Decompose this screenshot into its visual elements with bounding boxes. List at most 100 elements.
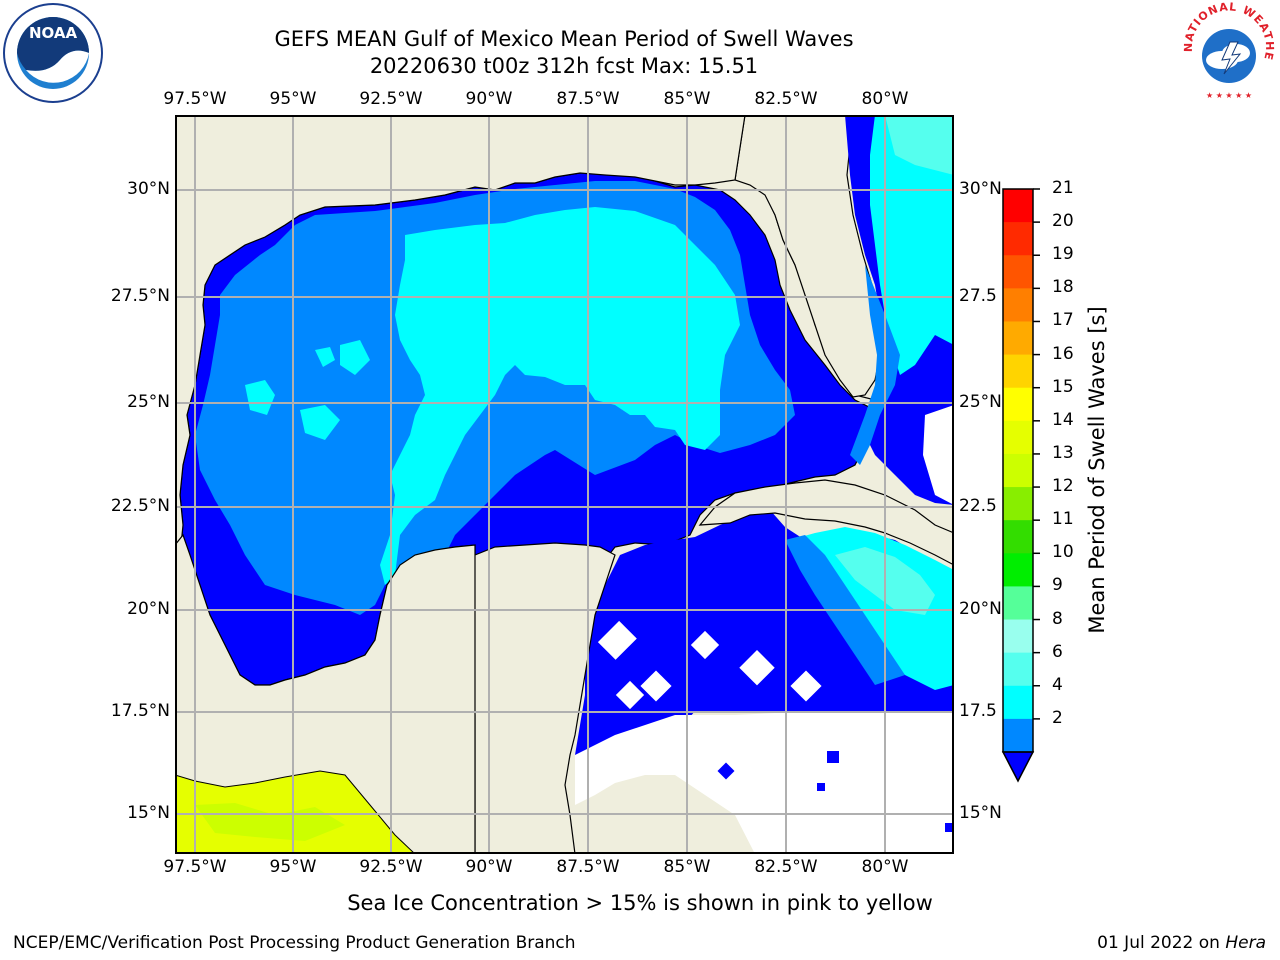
colorbar-swatch xyxy=(1003,321,1033,356)
colorbar-swatch xyxy=(1003,387,1033,422)
water-patch xyxy=(340,340,370,375)
atlantic-water-6s xyxy=(870,115,954,375)
water-patch xyxy=(885,115,954,175)
no-data-patch xyxy=(739,650,775,686)
colorbar-swatch xyxy=(1003,288,1033,322)
lat-label-left: 20°N xyxy=(127,599,170,619)
colorbar-swatch xyxy=(1003,652,1033,687)
water-patch xyxy=(817,783,825,791)
colorbar-swatch xyxy=(1003,453,1033,488)
lon-label-bottom: 82.5°W xyxy=(754,857,818,877)
water-patch xyxy=(717,762,735,780)
lat-label-left: 25°N xyxy=(127,392,170,412)
colorbar-tick-label: 19 xyxy=(1052,244,1074,265)
colorbar-tick-label: 4 xyxy=(1052,674,1063,695)
lat-label-right: 25°N xyxy=(959,392,1002,412)
lat-label-right: 27.5 xyxy=(959,286,997,306)
chart-title: GEFS MEAN Gulf of Mexico Mean Period of … xyxy=(274,27,854,51)
lon-label-top: 87.5°W xyxy=(556,89,620,109)
lon-label-top: 92.5°W xyxy=(359,89,423,109)
water-patch xyxy=(850,265,900,465)
map-frame xyxy=(175,115,954,854)
lat-label-right: 15°N xyxy=(959,803,1002,823)
lon-label-bottom: 85°W xyxy=(663,857,711,877)
colorbar-swatch xyxy=(1003,255,1033,289)
colorbar-tick-label: 9 xyxy=(1052,575,1063,596)
lat-label-right: 22.5 xyxy=(959,496,997,516)
svg-text:NOAA: NOAA xyxy=(29,24,78,42)
colorbar-frame xyxy=(1002,188,1034,753)
lat-label-right: 20°N xyxy=(959,599,1002,619)
lat-label-left: 27.5°N xyxy=(110,286,170,306)
colorbar-tick-label: 21 xyxy=(1052,178,1074,198)
no-data-area xyxy=(575,713,954,854)
nws-logo-icon: NATIONAL WEATHER SERVICE ★ ★ ★ ★ ★ xyxy=(1178,2,1275,100)
cuba xyxy=(698,479,954,566)
lat-label-left: 17.5°N xyxy=(110,701,170,721)
mexico xyxy=(175,533,476,854)
lon-label-top: 97.5°W xyxy=(163,89,227,109)
colorbar-swatch xyxy=(1003,222,1033,256)
colorbar xyxy=(1001,188,1040,783)
lon-label-bottom: 92.5°W xyxy=(359,857,423,877)
lon-label-top: 80°W xyxy=(861,89,909,109)
lat-label-left: 22.5°N xyxy=(110,496,170,516)
lon-label-bottom: 87.5°W xyxy=(556,857,620,877)
water-patch xyxy=(595,717,609,731)
chart-subtitle: 20220630 t00z 312h fcst Max: 15.51 xyxy=(369,54,759,78)
colorbar-swatch xyxy=(1003,520,1033,554)
lon-label-top: 95°W xyxy=(269,89,317,109)
colorbar-swatch xyxy=(1003,586,1033,621)
colorbar-tick-label: 11 xyxy=(1052,509,1074,530)
footer-host: Hera xyxy=(1225,933,1266,953)
map-gridlines xyxy=(175,115,954,854)
colorbar-tick-label: 17 xyxy=(1052,310,1074,331)
lat-label-right: 30°N xyxy=(959,179,1002,199)
colorbar-swatch xyxy=(1003,354,1033,389)
colorbar-swatch xyxy=(1003,718,1033,753)
lon-label-bottom: 80°W xyxy=(861,857,909,877)
colorbar-tick-label: 16 xyxy=(1052,343,1074,364)
sea-ice-caption: Sea Ice Concentration > 15% is shown in … xyxy=(347,891,933,915)
florida xyxy=(734,115,881,398)
colorbar-tick-label: 2 xyxy=(1052,707,1063,728)
footer-date-text: 01 Jul 2022 on xyxy=(1097,933,1226,953)
colorbar-extend-arrow xyxy=(1001,751,1035,783)
lon-label-bottom: 90°W xyxy=(465,857,513,877)
gulf-of-mexico-map xyxy=(175,115,954,854)
water-patch xyxy=(300,405,340,440)
noaa-logo-icon: NOAA xyxy=(3,3,103,103)
colorbar-tick-label: 20 xyxy=(1052,211,1074,232)
colorbar-tick-label: 6 xyxy=(1052,641,1063,662)
footer-credit: NCEP/EMC/Verification Post Processing Pr… xyxy=(13,933,576,953)
colorbar-tick-label: 18 xyxy=(1052,277,1074,298)
sea-ice-patch xyxy=(195,803,345,841)
water-patch xyxy=(315,347,335,367)
colorbar-swatch xyxy=(1003,420,1033,455)
no-data-patch xyxy=(923,405,954,505)
lon-label-top: 82.5°W xyxy=(754,89,818,109)
lat-label-left: 30°N xyxy=(127,179,170,199)
colorbar-tick-label: 12 xyxy=(1052,476,1074,497)
colorbar-swatch xyxy=(1003,487,1033,521)
lon-label-top: 85°W xyxy=(663,89,711,109)
colorbar-tick-label: 14 xyxy=(1052,409,1074,430)
lon-label-bottom: 97.5°W xyxy=(163,857,227,877)
colorbar-swatch xyxy=(1003,553,1033,587)
colorbar-tick-label: 8 xyxy=(1052,608,1063,629)
lon-label-bottom: 95°W xyxy=(269,857,317,877)
no-data-patch xyxy=(597,620,637,660)
lat-label-right: 17.5 xyxy=(959,701,997,721)
gulf-water-6-8s xyxy=(380,207,740,585)
colorbar-swatch xyxy=(1003,619,1033,654)
colorbar-tick-label: 10 xyxy=(1052,542,1074,563)
colorbar-title: Mean Period of Swell Waves [s] xyxy=(1085,306,1109,634)
colorbar-tick-label: 13 xyxy=(1052,442,1074,463)
footer-date: 01 Jul 2022 on Hera xyxy=(1097,933,1266,953)
water-patch xyxy=(827,751,839,763)
water-patch xyxy=(945,823,954,832)
no-data-patch xyxy=(690,630,720,660)
colorbar-swatch xyxy=(1003,189,1033,223)
colorbar-swatch xyxy=(1003,685,1033,720)
colorbar-tick-label: 15 xyxy=(1052,376,1074,397)
